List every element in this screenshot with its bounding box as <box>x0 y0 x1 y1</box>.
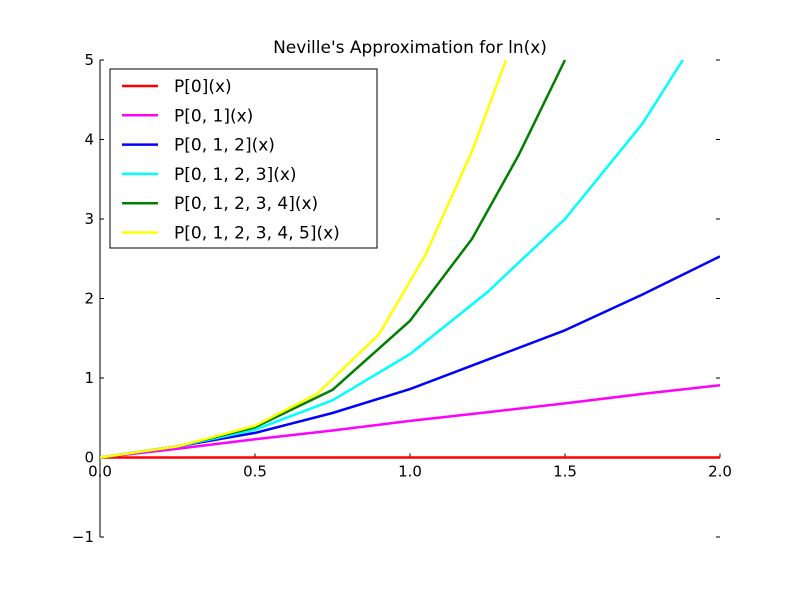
x-tick-label: 0.0 <box>88 463 112 481</box>
x-tick-label: 1.5 <box>553 463 577 481</box>
y-tick-label: 3 <box>84 210 94 228</box>
x-tick-label: 2.0 <box>708 463 732 481</box>
y-tick-label: 1 <box>84 369 94 387</box>
legend-label-1: P[0, 1](x) <box>174 106 253 126</box>
series-line-1 <box>100 383 720 459</box>
series-line-5 <box>100 60 508 459</box>
x-tick-label: 1.0 <box>398 463 422 481</box>
legend-label-5: P[0, 1, 2, 3, 4, 5](x) <box>174 224 340 244</box>
x-tick-label: 0.5 <box>243 463 267 481</box>
series-lines <box>100 60 720 459</box>
legend-label-2: P[0, 1, 2](x) <box>174 136 275 156</box>
legend-label-4: P[0, 1, 2, 3, 4](x) <box>174 194 318 214</box>
y-tick-label: 5 <box>84 51 94 69</box>
legend-box <box>109 68 378 249</box>
legend-label-3: P[0, 1, 2, 3](x) <box>174 165 297 185</box>
chart-title: Neville's Approximation for ln(x) <box>273 38 547 58</box>
y-tick-label: 0 <box>84 449 94 467</box>
legend: P[0](x) P[0, 1](x) P[0, 1, 2](x) P[0, 1, 2,… <box>109 68 378 249</box>
y-tick-label: 2 <box>84 290 94 308</box>
series-line-2 <box>100 255 720 459</box>
legend-label-0: P[0](x) <box>174 77 232 97</box>
y-tick-label: 4 <box>84 131 94 149</box>
y-tick-label: −1 <box>72 528 94 546</box>
axes: −1 0 1 2 3 4 5 0.0 0.5 1.0 1.5 2.0 <box>72 51 732 546</box>
